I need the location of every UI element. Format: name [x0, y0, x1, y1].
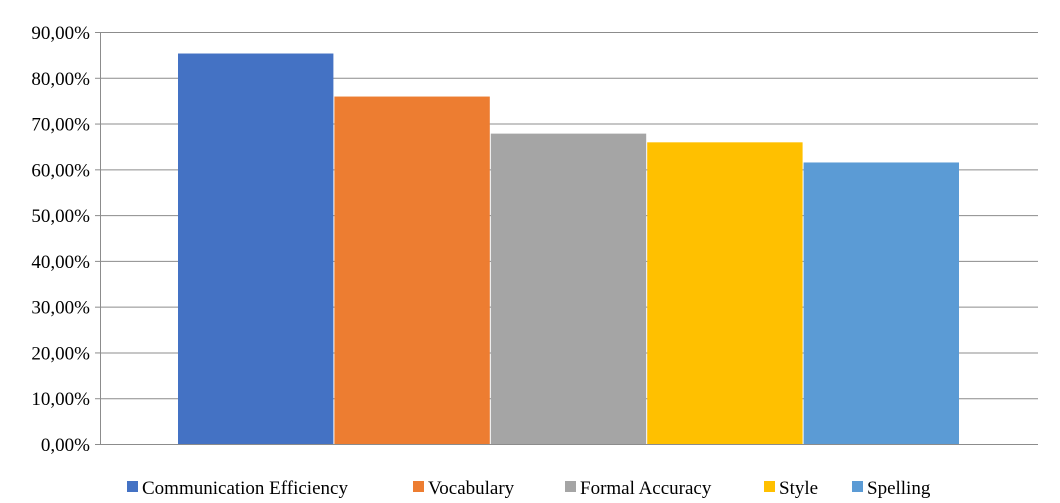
legend-swatch — [127, 481, 138, 492]
y-axis-tick-label: 20,00% — [31, 343, 90, 364]
legend-item: Spelling — [852, 478, 931, 499]
legend-label: Spelling — [867, 478, 931, 499]
axes — [95, 32, 1038, 445]
legend-item: Style — [764, 478, 818, 499]
legend-swatch — [565, 481, 576, 492]
y-axis-tick-labels: 0,00% 10,00% 20,00% 30,00% 40,00% 50,00% 60,00… — [31, 23, 90, 456]
bar-spelling — [803, 162, 959, 444]
bar-vocabulary — [334, 96, 490, 445]
legend-swatch — [413, 481, 424, 492]
y-axis-tick-label: 70,00% — [31, 115, 90, 136]
legend-item: Formal Accuracy — [565, 478, 712, 499]
legend-label: Vocabulary — [428, 478, 515, 499]
legend-item: Vocabulary — [413, 478, 515, 499]
y-axis-tick-label: 60,00% — [31, 160, 90, 181]
legend-label: Style — [779, 478, 818, 499]
legend-item: Communication Efficiency — [127, 478, 348, 499]
y-axis-tick-label: 80,00% — [31, 69, 90, 90]
legend-swatch — [764, 481, 775, 492]
legend-swatch — [852, 481, 863, 492]
legend: Communication Efficiency Vocabulary Formal… — [127, 478, 931, 499]
bars — [178, 53, 959, 445]
y-axis-tick-label: 10,00% — [31, 389, 90, 410]
y-axis-tick-label: 50,00% — [31, 206, 90, 227]
bar-communication-efficiency — [178, 53, 334, 444]
bar-formal-accuracy — [490, 133, 647, 445]
y-axis-tick-label: 90,00% — [31, 23, 90, 44]
y-axis-tick-label: 0,00% — [41, 435, 90, 456]
y-axis-tick-label: 30,00% — [31, 298, 90, 319]
bar-style — [647, 142, 803, 444]
legend-label: Formal Accuracy — [580, 478, 712, 499]
y-axis-tick-label: 40,00% — [31, 252, 90, 273]
legend-label: Communication Efficiency — [142, 478, 348, 499]
